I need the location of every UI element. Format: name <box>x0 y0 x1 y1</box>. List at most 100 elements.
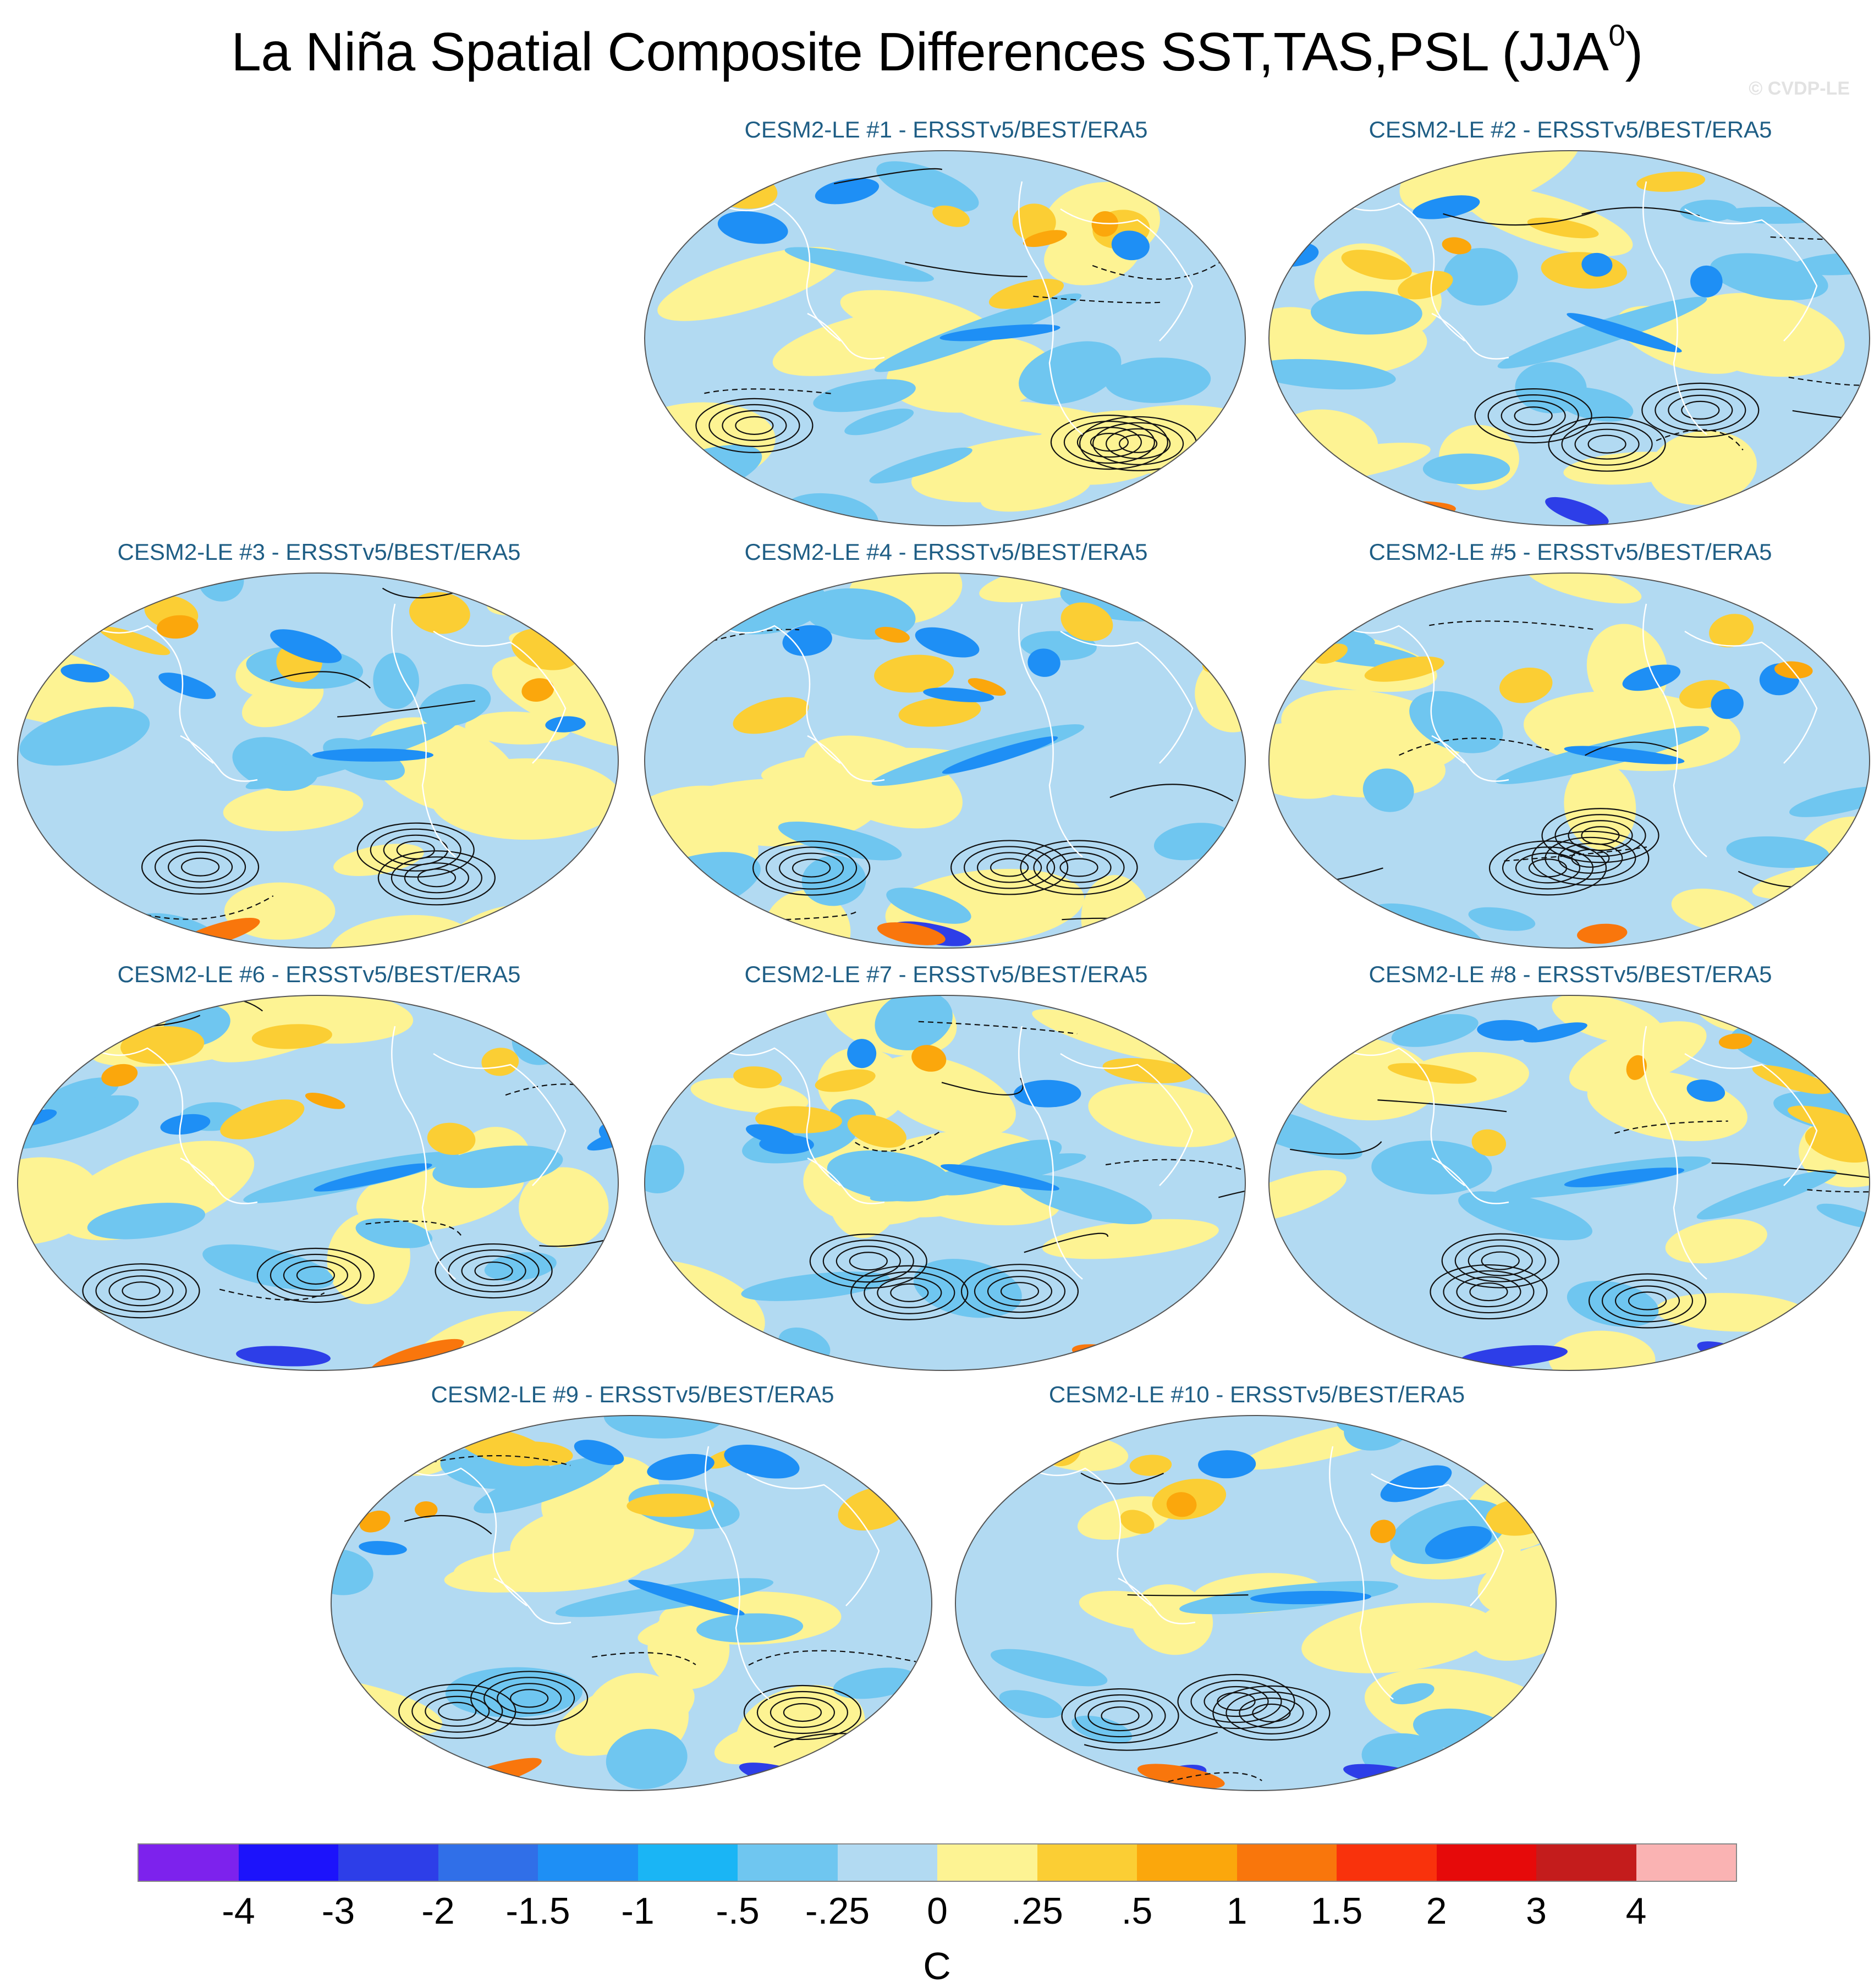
warm-anomaly-patch <box>573 1286 618 1332</box>
psl-contour <box>435 1243 553 1299</box>
psl-contour <box>1601 1279 1694 1323</box>
cool-feature <box>1686 1080 1725 1102</box>
map-panel-1: CESM2-LE #1 - ERSSTv5/BEST/ERA5 <box>638 117 1254 535</box>
psl-contour <box>1000 1282 1040 1301</box>
psl-contour-line <box>905 261 1027 277</box>
psl-contour <box>391 856 482 900</box>
cool-feature <box>782 625 832 656</box>
psl-contour <box>1190 1679 1282 1723</box>
warm-feature <box>847 1114 906 1148</box>
warm-feature <box>733 697 809 734</box>
cool-anomaly-patch <box>1554 387 1634 422</box>
cool-feature <box>574 1440 624 1466</box>
psl-contour <box>1558 842 1623 874</box>
coastline <box>708 1042 841 1187</box>
strong-warm-feature <box>1774 661 1813 679</box>
cool-anomaly-patch <box>1696 1170 1837 1220</box>
strong-warm-feature <box>968 678 1006 696</box>
psl-contour <box>1574 428 1640 460</box>
psl-contour <box>1092 422 1184 465</box>
psl-contour <box>1046 852 1112 883</box>
psl-contour <box>1587 434 1626 454</box>
robinson-map <box>17 572 619 949</box>
colorbar-units: C <box>923 1945 951 1987</box>
psl-contour <box>1502 846 1594 890</box>
psl-contour <box>1531 830 1650 886</box>
strong-warm-feature <box>1370 1519 1396 1544</box>
psl-contour <box>296 1265 336 1285</box>
warm-feature <box>409 592 470 634</box>
psl-contour <box>154 845 246 889</box>
cool-anomaly-patch <box>813 379 916 412</box>
cool-anomaly-patch <box>1468 907 1536 931</box>
coastline <box>1431 735 1509 782</box>
colorbar-swatch <box>139 1844 239 1881</box>
cool-anomaly-patch <box>1443 247 1518 306</box>
cool-anomaly-patch <box>990 1649 1108 1687</box>
psl-contour <box>779 852 844 884</box>
strong-warm-feature <box>359 1510 391 1533</box>
psl-contour-line <box>337 700 475 718</box>
psl-contour <box>974 1270 1066 1313</box>
psl-contour <box>510 1689 549 1708</box>
psl-contour <box>1561 422 1653 466</box>
cool-feature <box>1425 1526 1492 1560</box>
psl-contour <box>256 1247 375 1303</box>
panel-title: CESM2-LE #1 - ERSSTv5/BEST/ERA5 <box>744 117 1148 142</box>
cool-feature <box>717 211 788 244</box>
psl-contour <box>1488 840 1607 896</box>
strong-warm-feature <box>521 678 554 702</box>
strong-warm-feature <box>1442 237 1471 255</box>
panel-title: CESM2-LE #6 - ERSSTv5/BEST/ERA5 <box>117 961 521 987</box>
cool-anomaly-patch <box>41 573 113 595</box>
coastline <box>1332 1042 1465 1187</box>
warm-anomaly-patch <box>1399 151 1582 215</box>
cool-feature <box>160 1114 211 1135</box>
warm-feature <box>427 1122 476 1155</box>
warm-anomaly-patch <box>333 844 424 876</box>
warm-anomaly-patch <box>519 1167 609 1248</box>
psl-contour <box>1454 1239 1546 1282</box>
psl-contour-line <box>1092 258 1226 280</box>
psl-contour <box>1252 1703 1291 1722</box>
warm-feature <box>733 1066 782 1089</box>
cool-anomaly-patch <box>42 1077 119 1113</box>
psl-contour-line <box>1429 620 1594 630</box>
warm-feature <box>1129 1455 1172 1476</box>
colorbar-tick-label: -1.5 <box>505 1890 570 1932</box>
psl-contour-line <box>219 1288 325 1301</box>
psl-contour <box>960 1264 1079 1319</box>
warm-anomaly-patch <box>1187 573 1245 621</box>
colorbar-tick-label: -.25 <box>805 1890 870 1932</box>
warm-anomaly-patch <box>876 1055 1016 1137</box>
warm-anomaly-patch <box>1088 1083 1243 1147</box>
psl-contour-line <box>365 1220 464 1238</box>
psl-contour-line <box>592 1652 696 1665</box>
coastline <box>433 630 567 764</box>
map-border <box>644 572 1246 949</box>
cool-anomaly-patch <box>784 247 934 282</box>
cool-anomaly-patch <box>202 1244 334 1290</box>
cool-anomaly-patch <box>1422 453 1510 484</box>
warm-anomaly-patch <box>1648 431 1757 505</box>
robinson-map <box>644 150 1246 526</box>
psl-contour-line <box>1399 737 1549 756</box>
psl-contour <box>1571 849 1610 868</box>
warm-anomaly-patch <box>772 306 970 376</box>
psl-contour <box>1033 846 1125 889</box>
coastline <box>807 735 885 782</box>
strong-warm-feature <box>157 615 199 639</box>
psl-contour-line <box>1443 211 1596 226</box>
cool-feature <box>1523 1022 1587 1043</box>
colorbar-tick-label: .5 <box>1121 1890 1153 1932</box>
map-border <box>644 150 1246 526</box>
coastline <box>1018 181 1083 435</box>
psl-contour <box>756 1690 849 1734</box>
psl-contour <box>356 822 475 878</box>
psl-contour-line <box>855 1131 941 1152</box>
antarctic-anomaly <box>69 923 169 945</box>
psl-contour <box>1119 434 1158 453</box>
cold-tongue-core <box>628 1579 745 1616</box>
psl-contour <box>1177 1673 1295 1730</box>
cool-feature <box>359 1541 407 1555</box>
